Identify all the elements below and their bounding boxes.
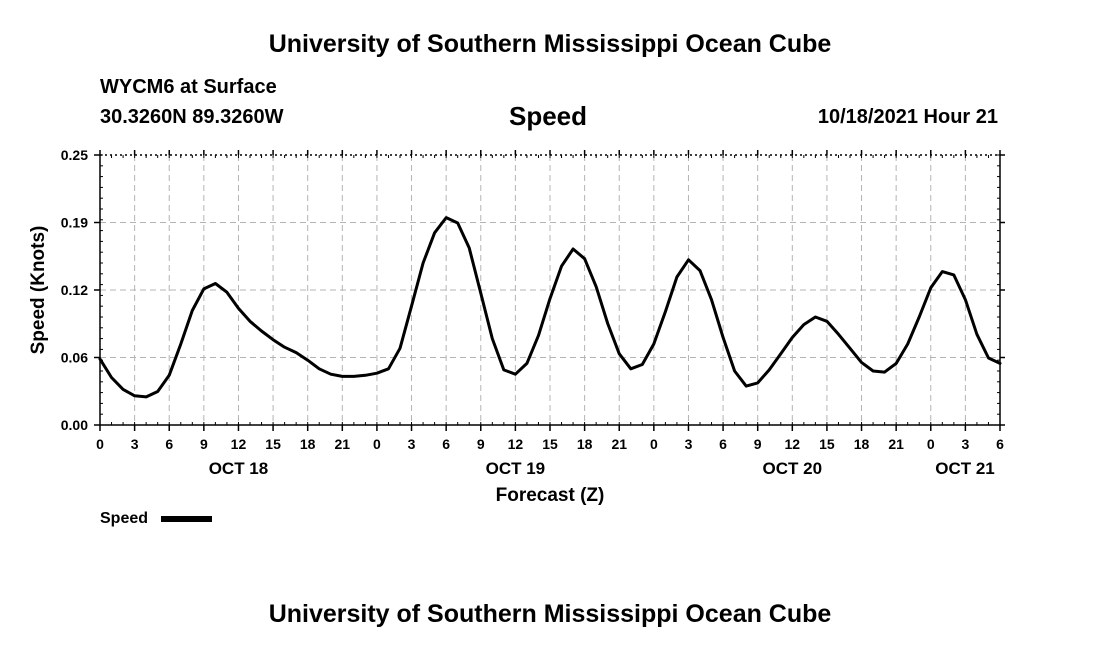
x-tick-label: 9 [477,436,485,452]
y-tick-label: 0.06 [61,350,88,366]
x-tick-label: 0 [650,436,658,452]
series-line-speed [98,216,1002,399]
x-day-label: OCT 18 [209,459,269,478]
x-tick-label: 21 [888,436,904,452]
station-coords: 30.3260N 89.3260W [100,106,284,128]
x-tick-label: 21 [611,436,627,452]
x-tick-label: 9 [200,436,208,452]
x-day-label: OCT 20 [763,459,823,478]
legend-label: Speed [100,510,149,527]
x-tick-label: 15 [265,436,281,452]
legend-swatch [161,516,212,522]
y-axis-label: Speed (Knots) [28,226,49,355]
x-axis-label: Forecast (Z) [496,485,605,506]
x-tick-label: 3 [961,436,969,452]
x-tick-label: 0 [373,436,381,452]
x-tick-label: 15 [819,436,835,452]
x-tick-label: 0 [927,436,935,452]
station-label: WYCM6 at Surface [100,76,277,98]
y-tick-label: 0.12 [61,282,88,298]
footer-title: University of Southern Mississippi Ocean… [268,600,832,628]
y-tick-label: 0.00 [61,417,88,433]
x-tick-label: 18 [854,436,870,452]
x-tick-label: 0 [96,436,104,452]
x-tick-label: 15 [542,436,558,452]
x-tick-label: 9 [754,436,762,452]
chart-title: Speed [509,101,588,131]
x-tick-label: 18 [300,436,316,452]
forecast-timestamp: 10/18/2021 Hour 21 [817,106,998,128]
y-tick-label: 0.25 [61,147,88,163]
x-tick-label: 12 [231,436,247,452]
x-tick-label: 18 [577,436,593,452]
x-tick-label: 12 [508,436,524,452]
y-tick-label: 0.19 [61,215,88,231]
x-tick-label: 6 [442,436,450,452]
x-tick-label: 21 [335,436,351,452]
x-tick-label: 3 [685,436,693,452]
x-tick-label: 3 [131,436,139,452]
x-tick-label: 6 [719,436,727,452]
x-tick-label: 6 [996,436,1004,452]
x-tick-label: 6 [165,436,173,452]
x-tick-label: 12 [785,436,801,452]
x-day-label: OCT 19 [486,459,546,478]
x-day-label: OCT 21 [935,459,995,478]
page-title: University of Southern Mississippi Ocean… [268,30,832,58]
x-tick-label: 3 [408,436,416,452]
